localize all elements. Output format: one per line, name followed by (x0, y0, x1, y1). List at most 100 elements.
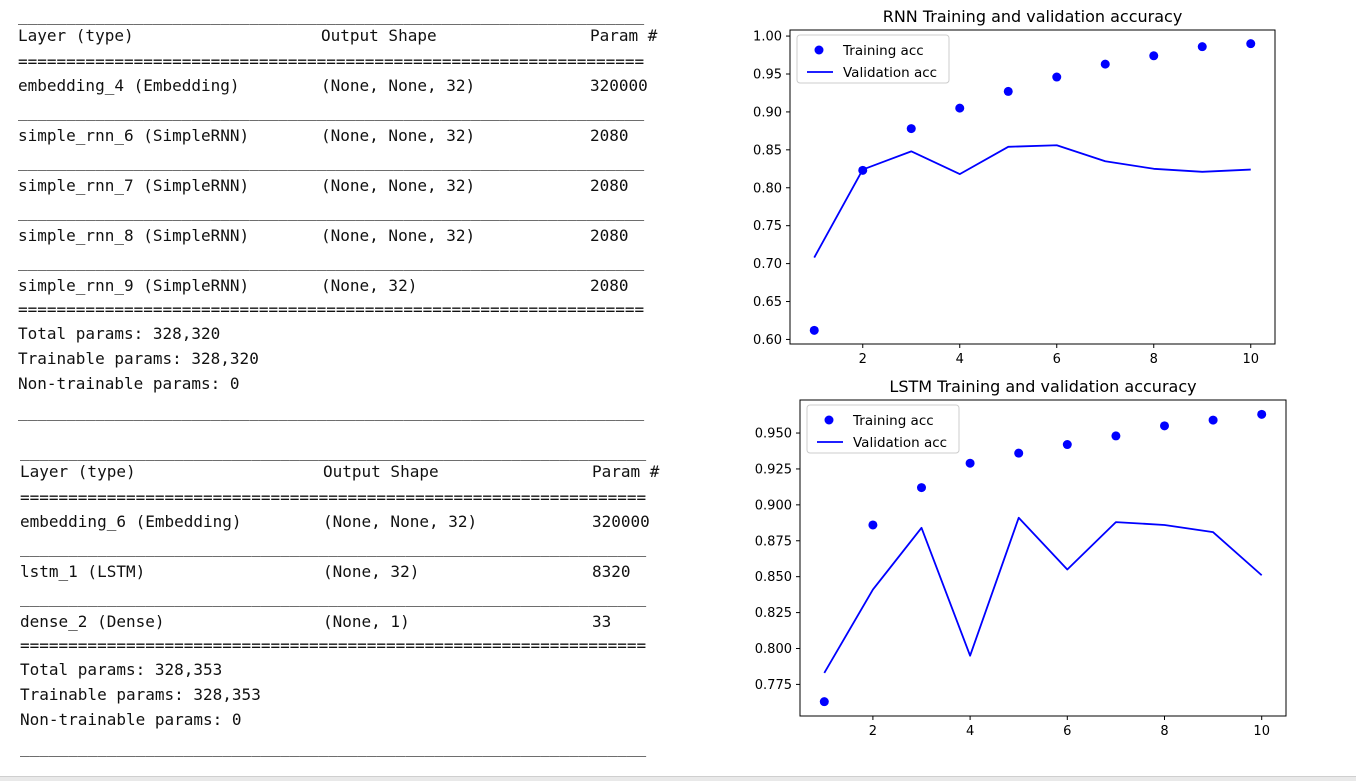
summary-rule: ________________________________________… (20, 538, 647, 557)
layer-params: 2080 (590, 226, 629, 245)
layer-row: lstm_1 (LSTM) (None, 32) 8320 (20, 562, 698, 582)
training-acc-point (1257, 409, 1267, 419)
notebook-scroll-edge (0, 776, 1356, 781)
layer-row: embedding_6 (Embedding) (None, None, 32)… (20, 512, 698, 532)
y-tick-label: 0.90 (753, 105, 782, 120)
y-tick-label: 0.65 (753, 295, 782, 310)
y-tick-label: 0.775 (755, 678, 792, 693)
layer-params: 33 (592, 612, 612, 631)
y-tick-label: 0.925 (755, 462, 792, 477)
training-acc-point (965, 458, 975, 468)
training-acc-point (1208, 415, 1218, 425)
header-layer: Layer (type) (20, 462, 136, 481)
layer-params: 2080 (590, 176, 629, 195)
plot-frame (789, 29, 1276, 345)
header-param: Param # (590, 26, 658, 45)
layer-row: simple_rnn_6 (SimpleRNN) (None, None, 32… (18, 126, 696, 146)
summary-rule: ________________________________________… (18, 102, 645, 121)
layer-name: embedding_4 (Embedding) (18, 76, 240, 95)
rnn-accuracy-chart: RNN Training and validation accuracy 2 4 6 8… (700, 0, 1356, 372)
x-tick-label: 10 (1253, 724, 1270, 739)
summary-rule: ________________________________________… (20, 588, 647, 607)
validation-acc-line (813, 144, 1251, 258)
y-tick-label: 0.875 (755, 534, 792, 549)
training-acc-point (1100, 59, 1110, 69)
x-tick-label: 4 (966, 724, 974, 739)
layer-name: simple_rnn_9 (SimpleRNN) (18, 276, 250, 295)
summary-header-row: Layer (type) Output Shape Param # (20, 462, 698, 482)
y-tick-label: 0.900 (755, 498, 792, 513)
training-acc-point (868, 520, 878, 530)
legend-box (806, 404, 960, 454)
y-tick-label: 0.825 (755, 606, 792, 621)
layer-params: 2080 (590, 126, 629, 145)
summary-rule: ________________________________________… (18, 402, 645, 421)
layer-name: simple_rnn_8 (SimpleRNN) (18, 226, 250, 245)
y-tick-label: 0.850 (755, 570, 792, 585)
summary-double-rule: ========================================… (18, 52, 645, 71)
lstm-accuracy-plot: LSTM Training and validation accuracy 2 4 6… (755, 377, 1287, 739)
rnn-accuracy-plot: RNN Training and validation accuracy 2 4 6 8… (753, 7, 1276, 367)
legend-label: Training acc (852, 413, 934, 429)
x-tick-label: 8 (1150, 352, 1158, 367)
summary-double-rule: ========================================… (20, 636, 647, 655)
layer-params: 320000 (592, 512, 650, 531)
summary-double-rule: ========================================… (20, 488, 647, 507)
training-acc-point (1149, 51, 1159, 61)
x-tick-label: 6 (1063, 724, 1071, 739)
summary-double-rule: ========================================… (18, 300, 645, 319)
legend-label: Validation acc (843, 65, 937, 81)
layer-row: embedding_4 (Embedding) (None, None, 32)… (18, 76, 696, 96)
layer-params: 8320 (592, 562, 631, 581)
legend-box (796, 34, 950, 84)
header-param: Param # (592, 462, 660, 481)
x-tick-label: 10 (1242, 352, 1259, 367)
layer-params: 2080 (590, 276, 629, 295)
chart-title: LSTM Training and validation accuracy (889, 377, 1196, 396)
y-tick-label: 0.800 (755, 642, 792, 657)
x-tick-label: 4 (956, 352, 964, 367)
layer-params: 320000 (590, 76, 648, 95)
y-tick-label: 0.60 (753, 333, 782, 348)
layer-shape: (None, 32) (323, 562, 420, 581)
x-tick-label: 8 (1160, 724, 1168, 739)
non-trainable-params: Non-trainable params: 0 (20, 710, 242, 729)
training-acc-point (906, 124, 916, 134)
layer-name: simple_rnn_6 (SimpleRNN) (18, 126, 250, 145)
y-tick-label: 0.950 (755, 427, 792, 442)
trainable-params: Trainable params: 328,353 (20, 685, 261, 704)
summary-rule: ________________________________________… (18, 252, 645, 271)
summary-rule: ________________________________________… (18, 202, 645, 221)
plot-frame (799, 399, 1287, 717)
legend-label: Validation acc (853, 435, 947, 451)
legend-label: Training acc (842, 43, 924, 59)
summary-rule: ________________________________________… (18, 152, 645, 171)
training-acc-point (819, 697, 829, 707)
layer-row: simple_rnn_9 (SimpleRNN) (None, 32) 2080 (18, 276, 696, 296)
header-shape: Output Shape (321, 26, 437, 45)
layer-shape: (None, None, 32) (321, 176, 476, 195)
total-params: Total params: 328,353 (20, 660, 223, 679)
layer-shape: (None, None, 32) (321, 76, 476, 95)
legend-marker-training (824, 415, 834, 425)
layer-shape: (None, None, 32) (321, 126, 476, 145)
x-tick-label: 2 (869, 724, 877, 739)
model-summary-rnn: ________________________________________… (18, 6, 698, 421)
y-tick-label: 1.00 (753, 30, 782, 45)
y-tick-label: 0.80 (753, 181, 782, 196)
summary-rule: ________________________________________… (20, 442, 647, 461)
y-tick-label: 0.85 (753, 143, 782, 158)
training-acc-point (1197, 42, 1207, 52)
training-acc-point (809, 325, 819, 335)
layer-shape: (None, None, 32) (321, 226, 476, 245)
summary-rule: ________________________________________… (18, 6, 645, 25)
header-shape: Output Shape (323, 462, 439, 481)
summary-header-row: Layer (type) Output Shape Param # (18, 26, 696, 46)
layer-shape: (None, 32) (321, 276, 418, 295)
layer-row: dense_2 (Dense) (None, 1) 33 (20, 612, 698, 632)
y-tick-label: 0.75 (753, 219, 782, 234)
header-layer: Layer (type) (18, 26, 134, 45)
layer-shape: (None, 1) (323, 612, 410, 631)
training-acc-point (1003, 86, 1013, 96)
layer-name: embedding_6 (Embedding) (20, 512, 242, 531)
